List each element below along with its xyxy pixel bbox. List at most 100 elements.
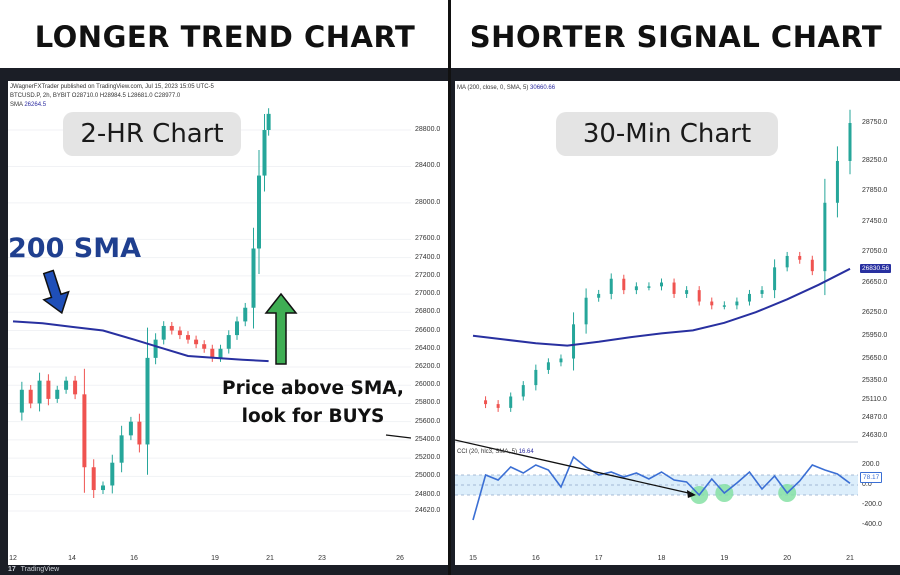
left-candle — [153, 339, 158, 358]
left-candle — [194, 339, 199, 345]
left-y-tick: 28000.0 — [415, 198, 441, 206]
right-osc-y-tick: 200.0 — [862, 461, 880, 468]
right-osc-meta-label: CCI (20, hlc3, SMA, 5) — [457, 449, 518, 455]
right-candle — [509, 396, 513, 408]
right-price-axis[interactable]: 28750.0 28250.0 27850.0 27450.0 27050.0 26650… — [858, 81, 900, 553]
left-chart-canvas — [8, 108, 411, 512]
left-y-tick: 25600.0 — [415, 417, 441, 425]
right-y-tick: 25950.0 — [862, 331, 888, 339]
left-sma-line — [12, 320, 269, 363]
right-x-tick: 18 — [657, 555, 666, 562]
right-candle — [735, 301, 739, 306]
right-chart-canvas — [455, 109, 858, 521]
right-candle — [521, 385, 525, 397]
left-candle — [82, 394, 87, 468]
right-y-tick: 26650.0 — [862, 278, 888, 286]
right-candle — [810, 259, 814, 272]
note-pointer-arrowhead — [686, 490, 696, 498]
note-pointer-line-right — [455, 439, 694, 495]
left-y-tick: 26000.0 — [415, 381, 441, 389]
right-chart-plot[interactable]: MA (200, close, 0, SMA, 5) 30660.66 30-M… — [455, 81, 858, 553]
right-candle — [710, 301, 714, 306]
right-candle — [634, 286, 638, 291]
right-time-axis[interactable]: 15 16 17 18 19 20 21 — [455, 553, 900, 565]
right-x-tick: 19 — [720, 555, 729, 562]
right-ma-price-tag: 26830.56 — [860, 263, 892, 273]
tradingview-logo-icon: 17 — [8, 566, 16, 573]
right-candle — [835, 160, 839, 203]
left-y-tick: 25200.0 — [415, 454, 441, 462]
right-candle — [546, 362, 550, 370]
right-candle — [484, 400, 488, 405]
right-ma-meta: MA (200, close, 0, SMA, 5) 30660.66 — [457, 84, 555, 93]
buy-note-line2: look for BUYS — [241, 406, 385, 427]
right-ma-meta-value: 30660.66 — [530, 85, 556, 91]
buy-note: Price above SMA, look for BUYS — [213, 375, 411, 431]
left-candle — [19, 389, 24, 413]
left-candle — [46, 380, 51, 399]
left-candle — [73, 380, 78, 395]
left-y-tick: 26800.0 — [415, 308, 441, 316]
right-candle — [785, 255, 789, 268]
left-time-axis[interactable]: 12 14 16 19 21 23 26 — [8, 553, 448, 565]
right-y-tick: 25110.0 — [862, 395, 887, 403]
right-candle — [597, 293, 601, 298]
right-candle — [622, 278, 626, 291]
right-candle — [572, 324, 576, 359]
left-x-tick: 19 — [211, 555, 219, 562]
left-price-axis[interactable]: 28800.0 28400.0 28000.0 27600.0 27400.0 27200… — [411, 81, 448, 553]
right-candle — [534, 369, 538, 386]
left-y-tick: 26200.0 — [415, 362, 441, 370]
right-ma-line — [472, 267, 851, 347]
left-candle — [145, 357, 150, 445]
left-tradingview-footer: 17 TradingView — [8, 565, 59, 575]
right-candle — [722, 305, 726, 307]
right-candle — [747, 293, 751, 302]
right-candle — [697, 290, 701, 302]
right-x-tick: 15 — [469, 555, 477, 562]
right-y-tick: 28250.0 — [862, 156, 888, 164]
right-candle — [496, 404, 500, 408]
left-y-tick: 26600.0 — [415, 326, 441, 334]
left-sma-meta-label: SMA — [10, 102, 23, 108]
left-publisher-meta: JWagnerFXTrader published on TradingView… — [10, 84, 214, 90]
left-candle — [161, 325, 166, 340]
left-candle — [37, 380, 42, 404]
left-candle — [262, 130, 267, 176]
left-y-tick: 25400.0 — [415, 435, 441, 443]
right-osc-meta: CCI (20, hlc3, SMA, 5) 16.64 — [457, 448, 534, 457]
arrow-down-icon — [42, 269, 70, 315]
left-candle — [257, 175, 261, 249]
left-x-tick: 12 — [9, 555, 17, 562]
right-candle — [848, 123, 852, 161]
cci-line — [472, 455, 851, 521]
left-candle — [91, 467, 96, 491]
left-timeframe-label: 2-HR Chart — [63, 112, 241, 156]
left-candle — [28, 389, 33, 404]
left-y-tick: 26400.0 — [415, 344, 441, 352]
right-y-tick: 28750.0 — [862, 119, 888, 126]
right-ma-meta-label: MA (200, close, 0, SMA, 5) — [457, 85, 529, 91]
right-candle — [798, 255, 802, 260]
left-x-tick: 14 — [68, 555, 76, 562]
left-y-tick: 27000.0 — [415, 290, 441, 298]
sma-callout-label: 200 SMA — [8, 233, 141, 264]
panel-divider — [448, 0, 451, 575]
left-candle — [119, 435, 124, 463]
left-candle — [186, 335, 190, 340]
right-y-tick: 25650.0 — [862, 354, 888, 362]
right-y-tick: 27050.0 — [862, 248, 888, 256]
right-osc-y-tick: 0.0 — [862, 481, 872, 488]
left-chart-plot[interactable]: JWagnerFXTrader published on TradingView… — [8, 81, 411, 553]
right-osc-y-tick: -200.0 — [862, 501, 882, 508]
left-y-tick: 27600.0 — [415, 235, 441, 243]
right-osc-value-tag: 78.17 — [860, 472, 883, 484]
left-candle — [128, 421, 133, 436]
right-candle — [609, 278, 613, 294]
right-osc-meta-value: 16.64 — [518, 449, 534, 455]
right-candle — [823, 202, 827, 272]
left-y-tick: 28400.0 — [415, 162, 441, 170]
left-y-tick: 24800.0 — [415, 490, 441, 498]
arrow-up-icon — [264, 292, 298, 365]
left-x-tick: 26 — [396, 555, 404, 562]
